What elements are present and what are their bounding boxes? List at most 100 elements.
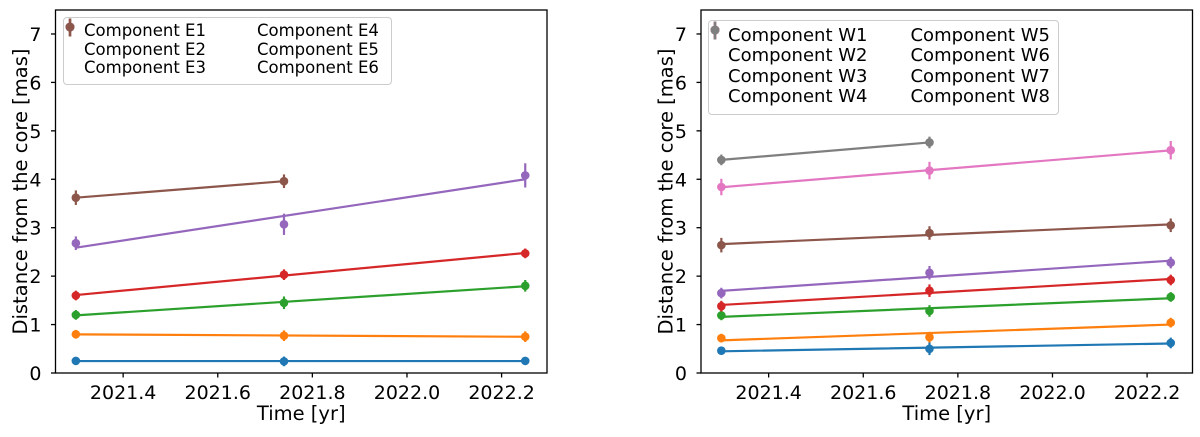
y-axis-label: Distance from the core [mas]	[655, 49, 678, 335]
fit-line	[720, 149, 1172, 189]
data-point	[520, 356, 530, 366]
west-jet-chart-svg: 2021.4 2021.6 2021.8 2022.0 2022.2 0 1 2 3 4 5 6 7 Ti…	[655, 9, 1194, 425]
legend-item: Component W2	[710, 21, 868, 67]
legend-item: Component E1	[65, 18, 206, 41]
legend-label: Component E3	[84, 58, 206, 78]
east-legend: Component E1 Component E2 Component E3 Comp…	[63, 17, 392, 86]
fit-line	[74, 285, 527, 317]
data-point	[1166, 338, 1176, 348]
y-axis-label: Distance from the core [mas]	[9, 49, 32, 335]
data-point	[925, 286, 934, 295]
y-tick-label: 2	[675, 266, 687, 288]
data-point	[71, 356, 81, 366]
legend-item: Component W3	[710, 21, 868, 87]
legend-label: Component W8	[910, 86, 1050, 108]
fit-line	[720, 342, 1172, 353]
data-point	[925, 306, 934, 316]
x-tick-label: 2021.4	[90, 382, 156, 404]
errorbar-marker-icon	[710, 21, 720, 40]
fit-line	[74, 180, 286, 199]
data-point	[279, 176, 289, 186]
x-axis-label: Time [yr]	[256, 402, 346, 425]
data-point	[925, 228, 934, 238]
y-tick-label: 1	[29, 315, 41, 337]
legend-item: Component W4	[710, 21, 867, 106]
y-tick-label: 3	[675, 218, 687, 240]
data-point	[717, 346, 726, 356]
data-point	[1166, 318, 1176, 327]
legend-label: Component E2	[84, 39, 206, 59]
errorbar-marker-icon	[65, 18, 75, 37]
x-tick-label: 2022.2	[1114, 382, 1180, 404]
east-jet-chart-svg: 2021.4 2021.6 2021.8 2022.0 2022.2 0 1 2 3 4 5 6 7 Ti…	[9, 9, 548, 425]
y-tick-label: 7	[675, 24, 687, 46]
data-point	[1166, 220, 1176, 230]
fit-line	[720, 223, 1172, 246]
data-point	[279, 270, 289, 279]
west-jet-chart: 2021.4 2021.6 2021.8 2022.0 2022.2 0 1 2 3 4 5 6 7 Ti…	[600, 0, 1200, 437]
data-point	[71, 193, 81, 202]
y-tick-label: 2	[29, 266, 41, 288]
legend-item: Component W8	[710, 21, 1050, 108]
y-tick-label: 0	[29, 363, 41, 385]
data-point	[520, 332, 530, 341]
fit-line	[720, 277, 1172, 307]
legend-label: Component W3	[728, 65, 868, 87]
y-tick-label: 7	[29, 24, 41, 46]
data-point	[717, 240, 726, 250]
legend-item: Component E3	[65, 18, 206, 78]
data-point	[279, 220, 289, 229]
data-point	[71, 329, 81, 339]
data-point	[279, 357, 289, 366]
legend-label: Component W6	[910, 45, 1050, 67]
data-point	[520, 281, 530, 291]
fit-line	[720, 141, 931, 161]
y-tick-label: 6	[29, 72, 41, 94]
legend-item: Component W7	[710, 21, 1050, 87]
data-point	[1166, 275, 1176, 285]
fit-line	[720, 259, 1172, 292]
data-point	[925, 344, 934, 354]
data-point	[925, 166, 934, 175]
data-point	[71, 310, 81, 320]
legend-label: Component W1	[728, 25, 868, 47]
y-tick-label: 1	[675, 315, 687, 337]
legend-item: Component E4	[65, 18, 379, 40]
data-point	[717, 182, 726, 192]
legend-label: Component E6	[256, 58, 379, 78]
x-tick-label: 2022.2	[468, 382, 534, 404]
east-jet-chart: 2021.4 2021.6 2021.8 2022.0 2022.2 0 1 2 3 4 5 6 7 Ti…	[9, 9, 548, 425]
x-tick-label: 2022.0	[1019, 382, 1085, 404]
data-point	[717, 333, 726, 343]
legend-label: Component W7	[910, 65, 1050, 87]
y-tick-label: 5	[675, 121, 687, 143]
data-point	[520, 249, 530, 258]
y-tick-label: 3	[29, 218, 41, 240]
fit-line	[720, 297, 1172, 318]
data-point	[925, 138, 934, 147]
legend-label: Component W5	[910, 25, 1050, 47]
x-tick-label: 2021.6	[830, 382, 896, 404]
data-point	[717, 155, 726, 165]
data-point	[717, 301, 726, 311]
plot-frame	[54, 9, 548, 374]
x-tick-label: 2022.0	[374, 382, 440, 404]
y-tick-label: 6	[675, 72, 687, 94]
data-point	[71, 291, 81, 300]
legend-item: Component E2	[65, 18, 206, 59]
legend-label: Component E5	[256, 39, 379, 59]
x-tick-label: 2021.4	[735, 382, 801, 404]
legend-label: Component W2	[728, 45, 868, 67]
legend-label: Component E1	[84, 21, 206, 41]
x-axis-label: Time [yr]	[901, 402, 991, 425]
data-point	[279, 298, 289, 308]
x-tick-label: 2021.8	[925, 382, 991, 404]
data-point	[279, 331, 289, 341]
data-point	[1166, 145, 1176, 155]
x-tick-label: 2021.8	[279, 382, 345, 404]
data-point	[520, 171, 530, 180]
fit-line	[74, 333, 527, 338]
west-legend: Component W1 Component W2 Component W3 Comp…	[708, 20, 1059, 116]
legend-item: Component W6	[710, 21, 1050, 67]
